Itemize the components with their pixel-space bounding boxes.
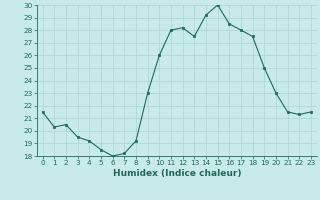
X-axis label: Humidex (Indice chaleur): Humidex (Indice chaleur): [113, 169, 241, 178]
